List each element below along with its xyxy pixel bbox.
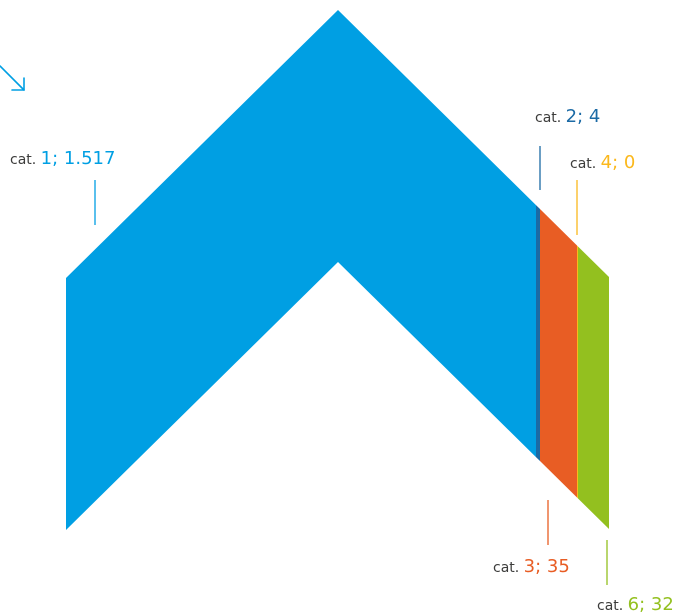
band-cat-3: [540, 209, 577, 498]
band-cat-1: [66, 10, 536, 530]
band-cat-6: [578, 246, 609, 529]
category-labels: cat. 1; 1.517 cat. 2; 4 cat. 3; 35 cat. 4; …: [10, 106, 674, 615]
arrow-down-right-icon: [0, 65, 25, 91]
band-cat-4: [577, 245, 578, 499]
label-leaders: [94, 146, 608, 585]
label-cat-6: cat. 6; 32: [597, 594, 674, 615]
band-cat-2: [536, 205, 540, 461]
label-cat-1: cat. 1; 1.517: [10, 148, 115, 169]
chevron-bands: [66, 10, 609, 530]
label-cat-4: cat. 4; 0: [570, 152, 635, 173]
label-cat-2: cat. 2; 4: [535, 106, 600, 127]
label-cat-3: cat. 3; 35: [493, 556, 570, 577]
